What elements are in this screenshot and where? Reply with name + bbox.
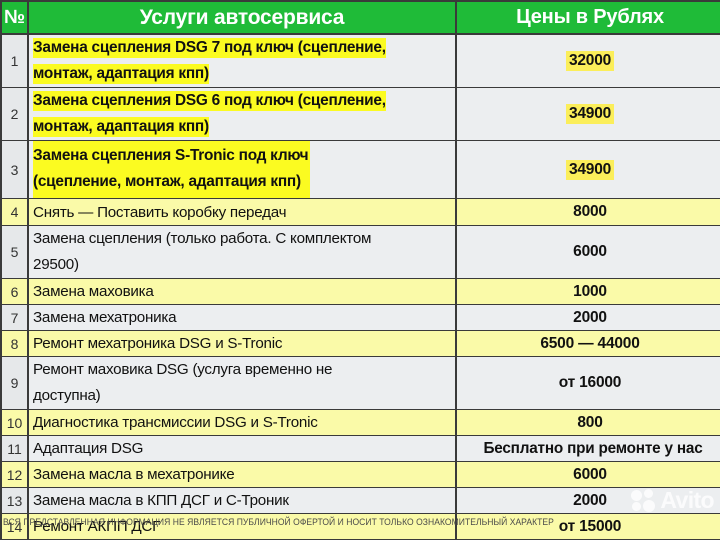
column-header-price: Цены в Рублях <box>456 1 720 35</box>
row-price: 8000 <box>456 198 720 226</box>
row-number: 1 <box>0 34 29 88</box>
row-service: Ремонт маховика DSG (услуга временно не д… <box>28 356 457 410</box>
row-number: 10 <box>0 409 29 436</box>
service-line-1: Ремонт маховика DSG (услуга временно не <box>33 361 333 378</box>
row-service: Замена мехатроника <box>28 304 457 331</box>
service-line-1: Замена сцепления DSG 6 под ключ (сцеплен… <box>33 91 386 111</box>
table-row: 3 Замена сцепления S-Tronic под ключ (сце… <box>0 140 720 199</box>
row-number: 12 <box>0 461 29 488</box>
row-number: 4 <box>0 198 29 226</box>
row-service: Диагностика трансмиссии DSG и S-Tronic <box>28 409 457 436</box>
service-line-2: 29500) <box>33 256 79 273</box>
service-line-1: Замена сцепления S-Tronic под ключ <box>33 147 309 164</box>
row-price: 6000 <box>456 225 720 279</box>
row-number: 5 <box>0 225 29 279</box>
row-service: Снять — Поставить коробку передач <box>28 198 457 226</box>
table-header-row: № Услуги автосервиса Цены в Рублях <box>0 1 720 35</box>
row-price: 800 <box>456 409 720 436</box>
table-row: 5 Замена сцепления (только работа. С ком… <box>0 225 720 279</box>
table-row: 9 Ремонт маховика DSG (услуга временно н… <box>0 356 720 410</box>
row-number: 13 <box>0 487 29 514</box>
service-line-2: монтаж, адаптация кпп) <box>33 117 209 137</box>
row-price: от 16000 <box>456 356 720 410</box>
row-price: 1000 <box>456 278 720 305</box>
table-body: 1 Замена сцепления DSG 7 под ключ (сцепл… <box>0 34 720 540</box>
table-row: 11 Адаптация DSG Бесплатно при ремонте у… <box>0 435 720 462</box>
row-price: 6500 — 44000 <box>456 330 720 357</box>
row-service: Адаптация DSG <box>28 435 457 462</box>
row-service: Замена сцепления DSG 7 под ключ (сцеплен… <box>28 34 457 88</box>
row-service: Замена масла в мехатронике <box>28 461 457 488</box>
column-header-number: № <box>0 1 29 35</box>
row-number: 2 <box>0 87 29 141</box>
row-service: Ремонт мехатроника DSG и S-Tronic <box>28 330 457 357</box>
table-row: 14 Ремонт АКПП ДСГ от 15000 <box>0 513 720 540</box>
row-price: 32000 <box>456 34 720 88</box>
table-row: 4 Снять — Поставить коробку передач 8000 <box>0 198 720 226</box>
row-number: 6 <box>0 278 29 305</box>
disclaimer-text: ВСЯ ПРЕДСТАВЛЕННАЯ ИНФОРМАЦИЯ НЕ ЯВЛЯЕТС… <box>3 517 554 527</box>
row-service: Замена сцепления (только работа. С компл… <box>28 225 457 279</box>
row-price: 6000 <box>456 461 720 488</box>
table-row: 1 Замена сцепления DSG 7 под ключ (сцепл… <box>0 34 720 88</box>
table-row: 10 Диагностика трансмиссии DSG и S-Troni… <box>0 409 720 436</box>
row-price: 34900 <box>456 140 720 199</box>
row-service: Замена сцепления DSG 6 под ключ (сцеплен… <box>28 87 457 141</box>
row-number: 14 <box>0 513 29 540</box>
row-number: 8 <box>0 330 29 357</box>
table-row: 7 Замена мехатроника 2000 <box>0 304 720 331</box>
row-number: 9 <box>0 356 29 410</box>
row-price: 34900 <box>456 87 720 141</box>
row-service: Замена сцепления S-Tronic под ключ (сцепл… <box>28 140 457 199</box>
row-number: 11 <box>0 435 29 462</box>
row-number: 3 <box>0 140 29 199</box>
row-service: Замена масла в КПП ДСГ и С-Троник <box>28 487 457 514</box>
table-row: 12 Замена масла в мехатронике 6000 <box>0 461 720 488</box>
service-line-2: доступна) <box>33 387 101 404</box>
table-row: 6 Замена маховика 1000 <box>0 278 720 305</box>
row-service: Замена маховика <box>28 278 457 305</box>
table-row: 8 Ремонт мехатроника DSG и S-Tronic 6500… <box>0 330 720 357</box>
row-price: 2000 <box>456 304 720 331</box>
service-line-1: Замена сцепления (только работа. С компл… <box>33 230 372 247</box>
table-head: № Услуги автосервиса Цены в Рублях <box>0 1 720 35</box>
service-line-2: (сцепление, монтаж, адаптация кпп) <box>33 173 301 190</box>
service-line-1: Замена сцепления DSG 7 под ключ (сцеплен… <box>33 38 386 58</box>
table-row: 2 Замена сцепления DSG 6 под ключ (сцепл… <box>0 87 720 141</box>
service-line-2: монтаж, адаптация кпп) <box>33 64 209 84</box>
row-price: 2000 <box>456 487 720 514</box>
column-header-service: Услуги автосервиса <box>28 1 457 35</box>
table-row: 13 Замена масла в КПП ДСГ и С-Троник 200… <box>0 487 720 514</box>
row-price: Бесплатно при ремонте у нас <box>456 435 720 462</box>
row-number: 7 <box>0 304 29 331</box>
